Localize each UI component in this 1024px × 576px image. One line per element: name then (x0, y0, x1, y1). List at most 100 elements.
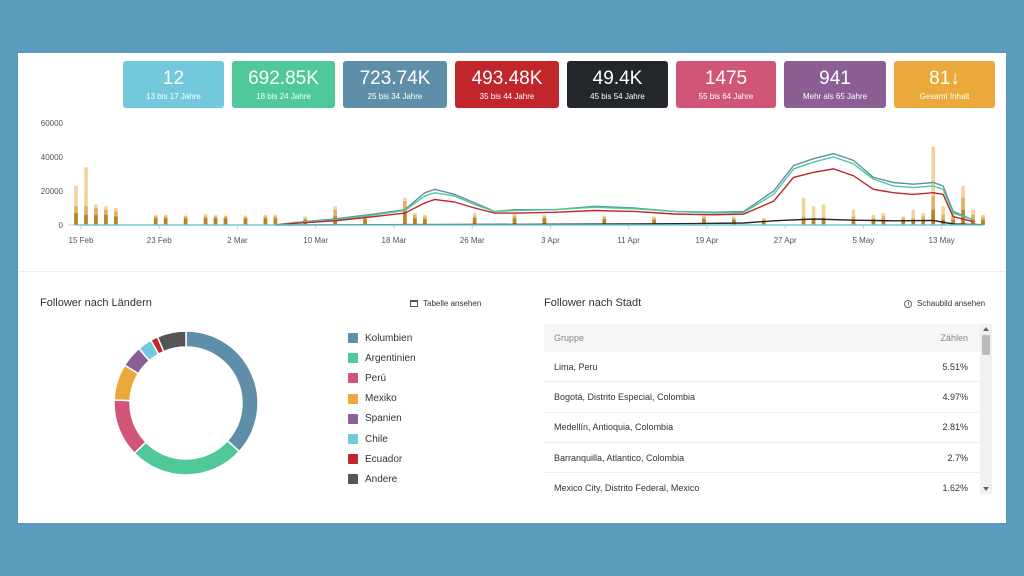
stat-label: Mehr als 65 Jahre (802, 91, 868, 101)
content-bar[interactable] (542, 218, 547, 225)
content-bar[interactable] (981, 219, 985, 225)
content-bar[interactable] (512, 218, 517, 225)
legend-swatch (348, 474, 358, 485)
stat-card-total-content[interactable]: 81↓ Gesamt Inhalt (894, 61, 995, 108)
content-bar[interactable] (223, 218, 228, 225)
legend-item[interactable]: Argentinien (348, 348, 416, 368)
content-bar[interactable] (961, 209, 965, 225)
content-bar[interactable] (801, 219, 806, 225)
followers-time-chart: 0 20000 40000 60000 15 Feb 23 Feb 2 Mar 10 Mar 1… (18, 115, 1006, 255)
x-tick-label: 2 Mar (227, 236, 248, 245)
donut-slice[interactable] (113, 399, 147, 455)
content-bar[interactable] (273, 218, 278, 225)
table-row[interactable]: Mexico City, Distrito Federal, Mexico 1.6… (544, 473, 980, 494)
content-bar[interactable] (203, 218, 208, 225)
content-bar[interactable] (183, 218, 188, 225)
legend-item[interactable]: Chile (348, 429, 416, 449)
legend-item[interactable]: Perú (348, 368, 416, 388)
content-bar[interactable] (114, 216, 118, 226)
legend-swatch (348, 413, 358, 424)
content-bar[interactable] (851, 219, 856, 225)
view-chart-link[interactable]: Schaubild ansehen (904, 299, 985, 308)
legend-swatch (348, 333, 358, 344)
content-bar[interactable] (911, 209, 916, 225)
x-tick-label: 10 Mar (303, 236, 328, 245)
donut-slice[interactable] (185, 330, 259, 453)
content-bar[interactable] (104, 214, 108, 225)
donut-slice[interactable] (133, 439, 241, 476)
content-bar[interactable] (881, 219, 886, 225)
col-count-header[interactable]: Zählen (940, 333, 968, 343)
content-bar[interactable] (363, 219, 367, 225)
legend-item[interactable]: Andere (348, 469, 416, 489)
stat-card-45-54[interactable]: 49.4K 45 bis 54 Jahre (567, 61, 668, 108)
scroll-thumb[interactable] (982, 335, 990, 355)
content-bar[interactable] (871, 219, 876, 225)
content-bar[interactable] (931, 209, 935, 225)
content-bar[interactable] (413, 218, 417, 225)
content-bar[interactable] (423, 219, 427, 225)
y-tick-label: 20000 (41, 187, 64, 196)
content-bar[interactable] (602, 219, 607, 225)
content-bar[interactable] (761, 220, 766, 225)
legend-item[interactable]: Kolumbien (348, 328, 416, 348)
stat-card-13-17[interactable]: 12 13 bis 17 Jahre (123, 61, 224, 108)
content-bar[interactable] (951, 219, 955, 225)
series-line[interactable] (275, 218, 984, 226)
content-bar[interactable] (811, 219, 816, 225)
series-line[interactable] (275, 168, 974, 226)
content-bar[interactable] (403, 211, 407, 225)
content-bar[interactable] (941, 214, 945, 225)
content-bar[interactable] (94, 214, 98, 225)
content-bar[interactable] (971, 214, 975, 225)
table-row[interactable]: Barranquilla, Atlantico, Colombia 2.7% (544, 443, 980, 474)
y-tick-label: 40000 (41, 153, 64, 162)
table-row[interactable]: Lima, Peru 5.51% (544, 352, 980, 383)
content-bar[interactable] (921, 219, 925, 225)
view-table-link[interactable]: Tabelle ansehen (410, 299, 481, 308)
scroll-down-icon[interactable] (983, 487, 989, 491)
content-bar[interactable] (702, 219, 706, 225)
table-row[interactable]: Bogotá, Distrito Especial, Colombia 4.97% (544, 382, 980, 413)
content-bar[interactable] (74, 213, 78, 225)
city-percent: 2.81% (942, 422, 968, 433)
content-bar[interactable] (811, 206, 816, 225)
content-bar[interactable] (971, 219, 975, 225)
legend-label: Argentinien (365, 352, 416, 364)
legend-item[interactable]: Mexiko (348, 389, 416, 409)
content-bar[interactable] (74, 185, 78, 225)
legend-label: Mexiko (365, 393, 397, 405)
content-bar[interactable] (84, 214, 88, 225)
y-tick-label: 60000 (41, 119, 64, 128)
x-tick-label: 26 Mar (460, 236, 485, 245)
donut-slice[interactable] (156, 330, 187, 353)
stat-card-65-plus[interactable]: 941 Mehr als 65 Jahre (784, 61, 886, 108)
content-bar[interactable] (263, 218, 268, 225)
table-scrollbar[interactable] (980, 324, 992, 494)
content-bar[interactable] (801, 197, 806, 225)
content-bar[interactable] (153, 218, 158, 225)
content-bar[interactable] (472, 218, 477, 225)
stat-card-25-34[interactable]: 723.74K 25 bis 34 Jahre (343, 61, 447, 108)
content-bar[interactable] (652, 219, 656, 225)
stat-card-55-64[interactable]: 1475 55 bis 64 Jahre (676, 61, 776, 108)
stat-card-18-24[interactable]: 692.85K 18 bis 24 Jahre (232, 61, 335, 108)
legend-item[interactable]: Spanien (348, 409, 416, 429)
legend-item[interactable]: Ecuador (348, 449, 416, 469)
content-bar[interactable] (821, 204, 826, 225)
city-name: Medellín, Antioquia, Colombia (554, 422, 674, 433)
scroll-up-icon[interactable] (983, 327, 989, 331)
content-bar[interactable] (213, 218, 218, 225)
content-bar[interactable] (163, 218, 168, 225)
stat-card-35-44[interactable]: 493.48K 35 bis 44 Jahre (455, 61, 559, 108)
content-bar[interactable] (901, 219, 906, 225)
x-tick-label: 19 Apr (695, 236, 718, 245)
city-name: Lima, Peru (554, 361, 598, 372)
table-row[interactable]: Medellín, Antioquia, Colombia 2.81% (544, 413, 980, 443)
content-bar[interactable] (243, 218, 248, 225)
x-tick-label: 5 May (853, 236, 875, 245)
content-bar[interactable] (84, 167, 88, 225)
content-bar[interactable] (911, 219, 916, 225)
series-line[interactable] (275, 156, 974, 226)
content-bar[interactable] (821, 219, 826, 225)
